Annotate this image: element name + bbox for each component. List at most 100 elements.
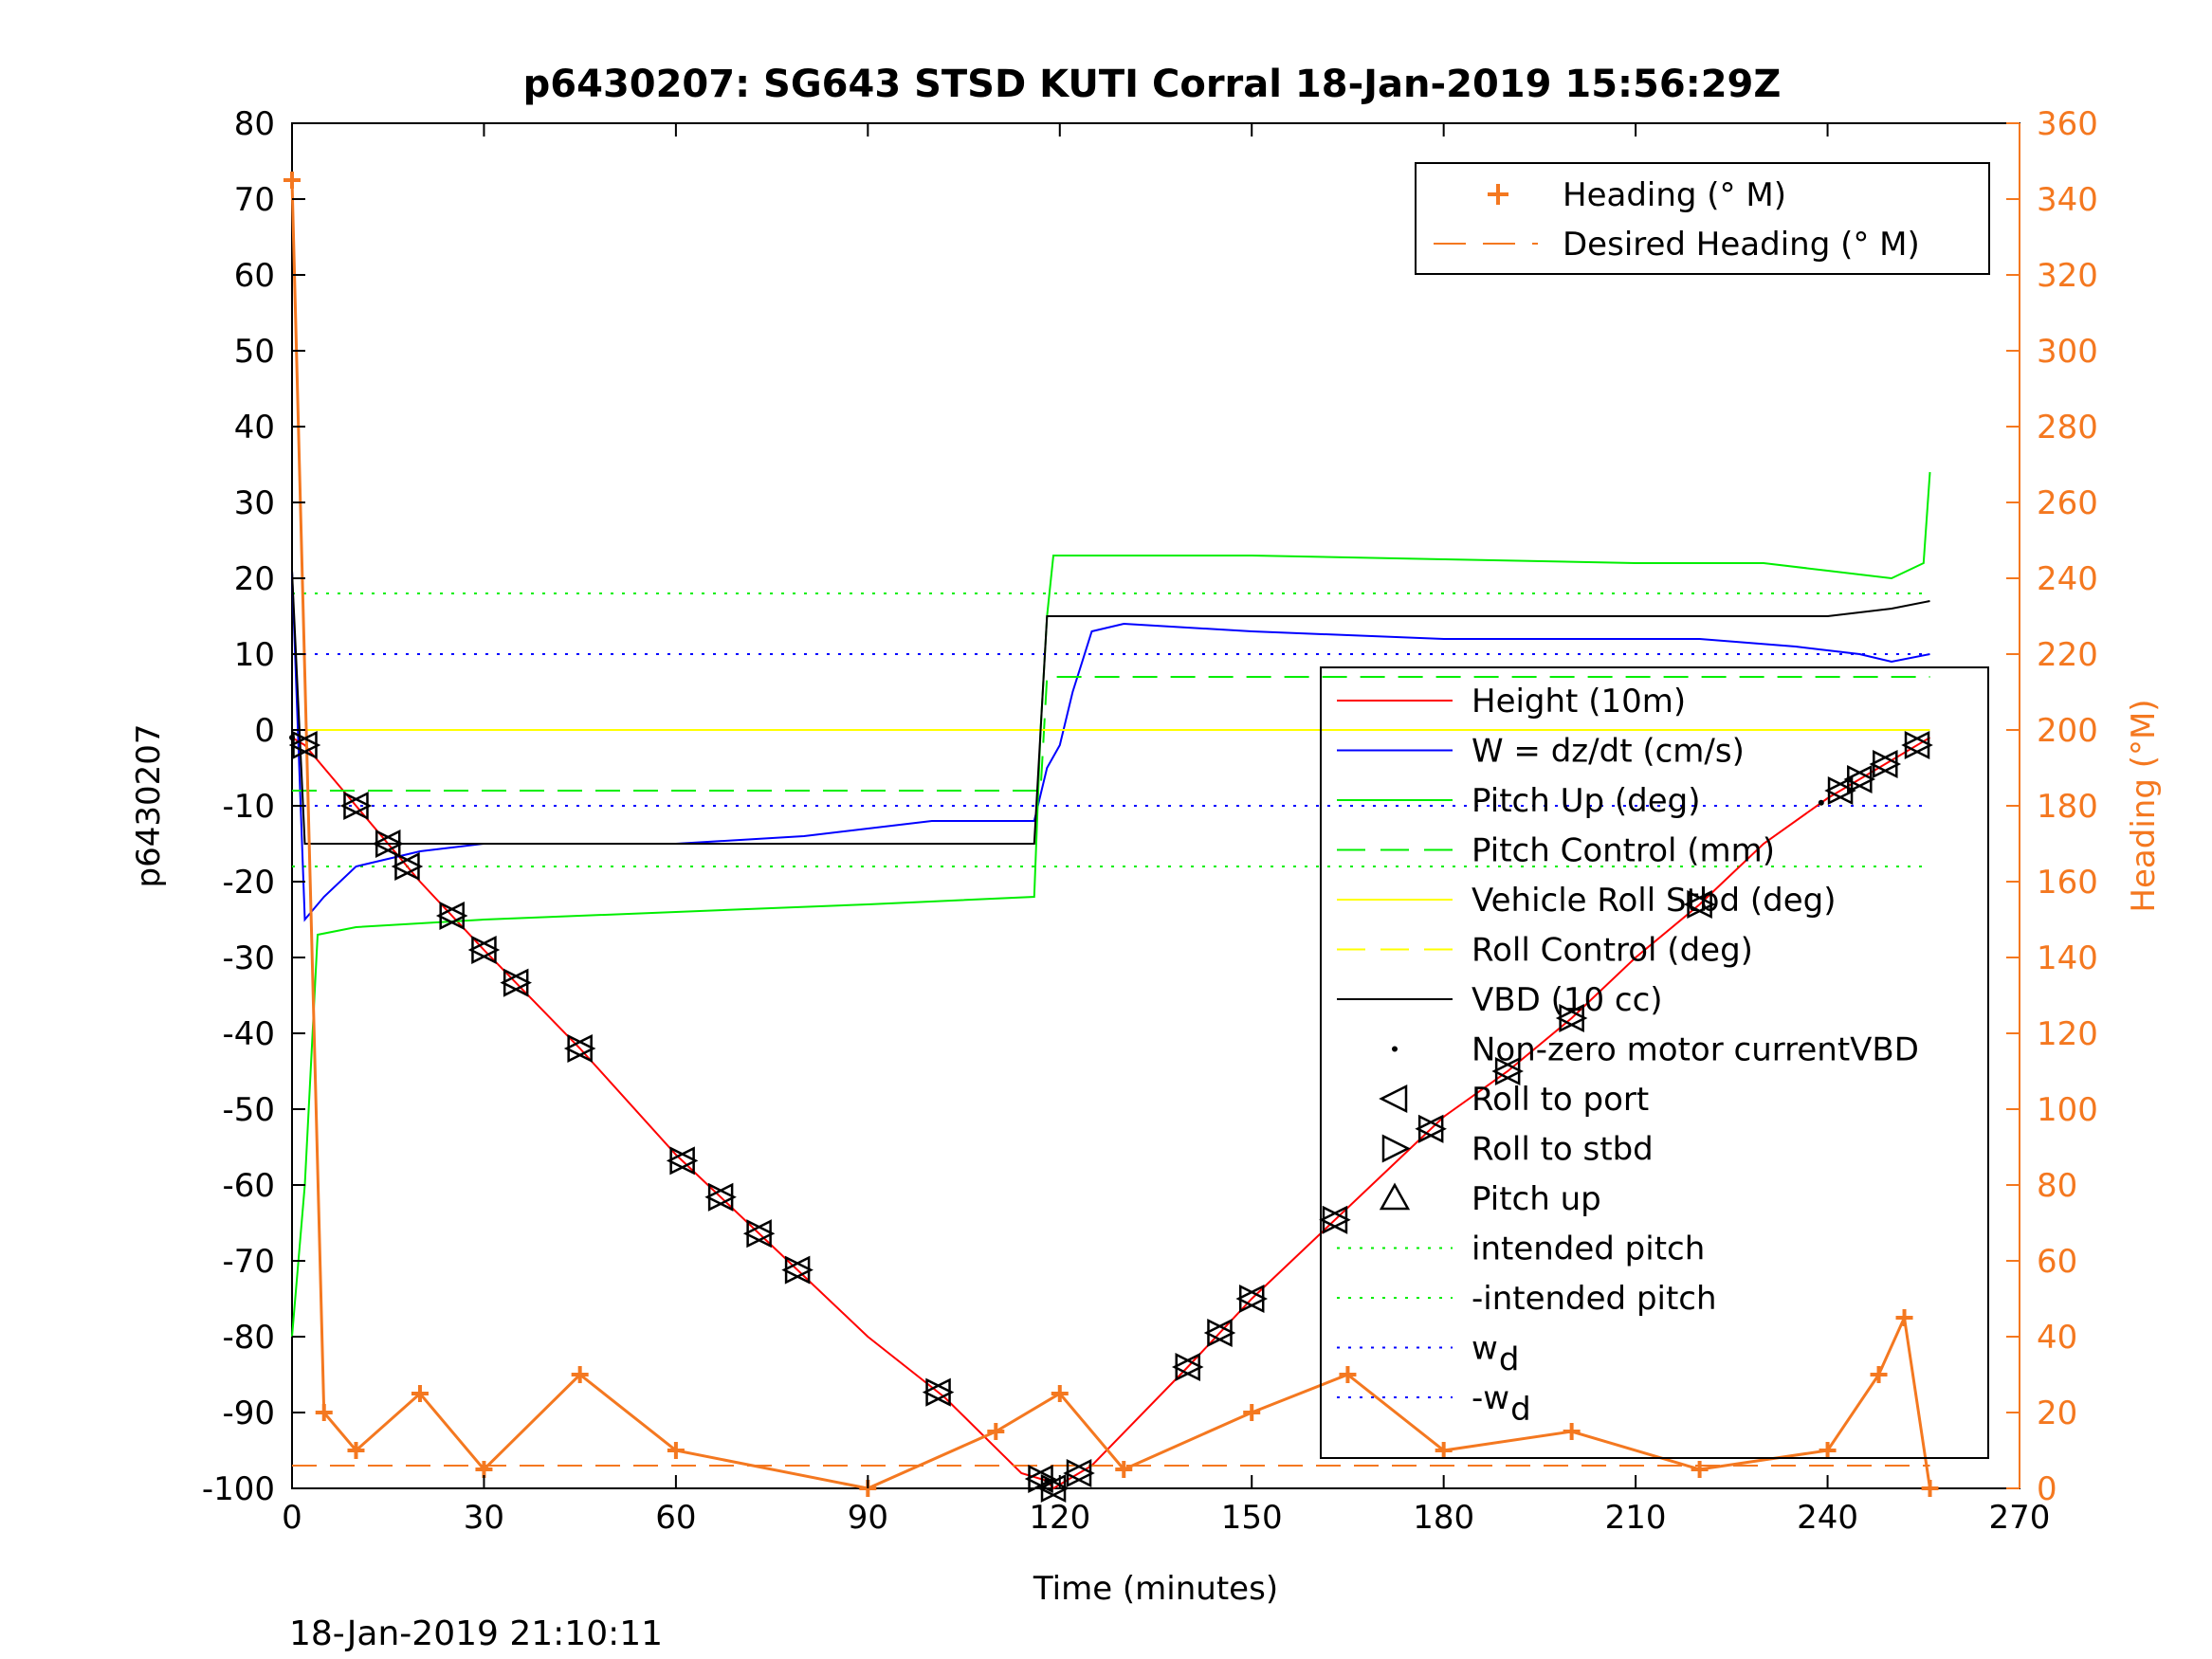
y-tick-label: 50 xyxy=(234,333,275,371)
series-line-vbd-10-cc xyxy=(291,570,1930,845)
legend-label: Roll to stbd xyxy=(1472,1131,1654,1169)
y-right-tick-label: 60 xyxy=(2037,1243,2077,1281)
roll-to-stbd-marker xyxy=(1873,749,1902,779)
y-tick-label: -90 xyxy=(222,1395,275,1432)
roll-to-stbd-marker xyxy=(1066,1458,1095,1488)
y-right-tick-label: 200 xyxy=(2037,712,2098,750)
roll-to-stbd-marker xyxy=(1904,730,1933,760)
roll-to-stbd-marker xyxy=(1238,1284,1269,1314)
series-line-pitch-up-deg xyxy=(291,471,1931,1338)
roll-to-stbd-marker xyxy=(1322,1205,1351,1234)
legend-heading-box xyxy=(1415,162,1990,275)
legend-label: w xyxy=(1472,1330,1498,1368)
roll-to-stbd-marker xyxy=(1687,889,1716,920)
y-tick-label: 10 xyxy=(234,636,275,674)
heading-point xyxy=(1895,1309,1913,1326)
y-right-tick-label: 300 xyxy=(2037,333,2098,371)
y-tick-label: -80 xyxy=(222,1319,275,1357)
y-tick-label: -100 xyxy=(202,1470,275,1508)
roll-to-stbd-marker xyxy=(746,1219,776,1249)
y-right-tick-label: 80 xyxy=(2037,1167,2077,1205)
y-tick-label: 40 xyxy=(234,409,275,447)
legend-label: Pitch up xyxy=(1472,1180,1601,1218)
series-line-height-10m xyxy=(291,737,1931,1490)
heading-point xyxy=(315,1404,333,1421)
legend-symbol-up xyxy=(1379,1182,1411,1211)
x-tick-label: 240 xyxy=(1797,1499,1858,1537)
motor-current-dot xyxy=(289,735,295,740)
roll-to-stbd-marker xyxy=(1559,1003,1588,1033)
heading-point xyxy=(283,172,301,189)
y-right-tick-label: 360 xyxy=(2037,105,2098,143)
plot-area xyxy=(291,122,2020,1489)
y-tick-label: 70 xyxy=(234,181,275,219)
roll-to-stbd-marker xyxy=(394,851,424,882)
series-line-pitch-control-mm xyxy=(292,676,1930,792)
heading-point xyxy=(1870,1366,1888,1383)
y-right-tick-label: 20 xyxy=(2037,1395,2077,1432)
legend-label: intended pitch xyxy=(1472,1231,1705,1268)
roll-to-stbd-marker xyxy=(1207,1318,1236,1348)
x-tick-label: 210 xyxy=(1605,1499,1667,1537)
y-tick-label: 0 xyxy=(254,712,275,750)
roll-to-stbd-marker xyxy=(669,1146,699,1176)
x-tick-label: 180 xyxy=(1413,1499,1474,1537)
roll-to-stbd-marker xyxy=(292,730,321,760)
y-right-tick-label: 40 xyxy=(2037,1319,2077,1357)
roll-to-stbd-marker xyxy=(471,935,501,965)
series-line-heading-m xyxy=(290,179,1931,1490)
roll-to-stbd-marker xyxy=(375,829,405,859)
y-tick-label: -70 xyxy=(222,1243,275,1281)
roll-to-stbd-marker xyxy=(439,901,468,931)
heading-point xyxy=(1921,1480,1939,1497)
legend-label: Roll to port xyxy=(1472,1081,1649,1119)
heading-point xyxy=(347,1442,365,1459)
roll-to-stbd-marker xyxy=(784,1255,814,1285)
heading-point xyxy=(411,1385,429,1402)
heading-point xyxy=(1051,1385,1069,1402)
y-right-tick-label: 180 xyxy=(2037,788,2098,826)
motor-current-dot xyxy=(1818,799,1824,806)
legend-label: Vehicle Roll Stbd (deg) xyxy=(1472,882,1837,920)
roll-to-stbd-marker xyxy=(925,1377,955,1407)
y-tick-label: -20 xyxy=(222,864,275,902)
legend-label: Non-zero motor currentVBD xyxy=(1472,1031,1919,1069)
heading-point xyxy=(1115,1461,1133,1478)
heading-point xyxy=(1819,1442,1837,1459)
y-tick-label: -30 xyxy=(222,939,275,977)
roll-to-stbd-marker xyxy=(1040,1473,1069,1504)
y-tick-label: 80 xyxy=(234,105,275,143)
y-right-tick-label: 260 xyxy=(2037,484,2098,522)
roll-to-stbd-marker xyxy=(343,791,373,821)
x-tick-label: 150 xyxy=(1221,1499,1283,1537)
y-axis-label: p6430207 xyxy=(130,723,168,887)
y-axis-right-label: Heading (°M) xyxy=(2125,699,2163,912)
heading-point xyxy=(1243,1404,1261,1421)
series-line-w-dz-dt-cm-s xyxy=(291,570,1930,922)
footer-timestamp: 18-Jan-2019 21:10:11 xyxy=(289,1614,664,1653)
legend-subscript: d xyxy=(1499,1341,1520,1379)
heading-point xyxy=(987,1423,1005,1440)
y-axis-left: 80 70 60 50 40 30 20 10 0 -10 -20 -30 -40 -50 -60 -70 -8… xyxy=(202,105,305,1508)
y-tick-label: -40 xyxy=(222,1015,275,1053)
legend-subscript: d xyxy=(1510,1391,1531,1429)
legend-label: -w xyxy=(1472,1379,1509,1417)
y-right-tick-label: 280 xyxy=(2037,409,2098,447)
legend-symbol-stbd xyxy=(1381,1134,1411,1163)
x-tick-label: 30 xyxy=(464,1499,504,1537)
legend-label: Roll Control (deg) xyxy=(1472,932,1753,970)
roll-to-stbd-marker xyxy=(1417,1114,1447,1143)
y-right-tick-label: 340 xyxy=(2037,181,2098,219)
y-right-tick-label: 120 xyxy=(2037,1015,2098,1053)
motor-current-dot xyxy=(1044,1478,1051,1484)
legend-heading-marker xyxy=(1488,184,1508,205)
y-tick-label: -10 xyxy=(222,788,275,826)
x-tick-label: 60 xyxy=(655,1499,696,1537)
legend-label: Pitch Up (deg) xyxy=(1472,782,1700,820)
legend-heading-label: Desired Heading (° M) xyxy=(1563,226,1920,264)
legend-symbol-dot xyxy=(1392,1046,1398,1052)
y-tick-label: 20 xyxy=(234,560,275,598)
marker-layer xyxy=(288,730,1933,1504)
x-tick-label: 120 xyxy=(1029,1499,1090,1537)
